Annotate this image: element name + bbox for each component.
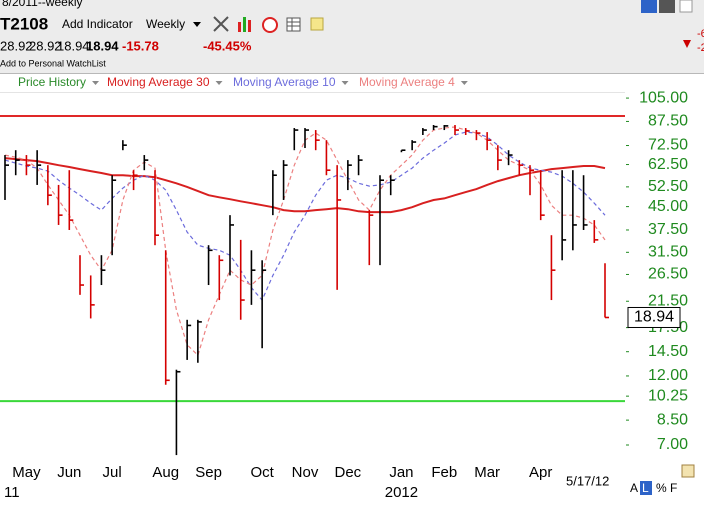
header-bg: [0, 0, 704, 74]
x-year-label: 2012: [385, 484, 418, 501]
toolbar-icons[interactable]: [213, 16, 324, 33]
moving-average: [4, 157, 606, 214]
y-tick-label: 21.50: [648, 292, 688, 309]
y-tick-label: 31.50: [648, 244, 688, 261]
x-tick-label: Jun: [57, 464, 81, 481]
add-indicator[interactable]: Add Indicator: [62, 17, 133, 31]
legend-bg: [0, 74, 625, 86]
x-year-label: 11: [4, 484, 20, 501]
last-price-box: [627, 306, 681, 328]
quote-value: 18.94: [86, 38, 119, 53]
y-tick-label: 105.00: [639, 89, 688, 106]
view-button: F: [670, 481, 677, 495]
quote-value: -15.78: [122, 38, 159, 53]
side-change-pct: -2: [697, 42, 704, 54]
quote-value: 18.94: [57, 38, 90, 53]
quote-value: -45.45%: [203, 38, 252, 53]
view-button: %: [656, 481, 667, 495]
x-tick-label: Mar: [474, 464, 500, 481]
last-price: 18.94: [634, 309, 674, 326]
x-tick-label: May: [12, 464, 41, 481]
y-tick-label: 62.50: [648, 156, 688, 173]
quote-value: 28.92: [29, 38, 62, 53]
legend-entry[interactable]: Price History: [18, 75, 86, 89]
y-tick-label: 12.00: [648, 367, 688, 384]
legend-entry[interactable]: Moving Average 10: [233, 75, 336, 89]
legend-dropdown[interactable]: [215, 81, 223, 85]
x-tick-label: Nov: [292, 464, 319, 481]
period-dropdown[interactable]: [193, 22, 201, 27]
legend-entry[interactable]: Moving Average 4: [359, 75, 455, 89]
legend-dropdown[interactable]: [460, 81, 468, 85]
x-tick-label: Sep: [195, 464, 222, 481]
x-tick-label: Aug: [152, 464, 179, 481]
legend-dropdown[interactable]: [341, 81, 349, 85]
last-date: 5/17/12: [566, 473, 609, 488]
x-tick-label: Apr: [529, 464, 552, 481]
moving-average: [4, 131, 606, 302]
period[interactable]: Weekly: [146, 17, 185, 31]
symbol[interactable]: T2108: [0, 14, 48, 33]
x-tick-label: Jul: [103, 464, 122, 481]
y-tick-label: 14.50: [648, 343, 688, 360]
y-tick-label: 7.00: [657, 436, 688, 453]
y-tick-label: 52.50: [648, 178, 688, 195]
legend-entry[interactable]: Moving Average 30: [107, 75, 210, 89]
x-tick-label: Feb: [431, 464, 457, 481]
quote-value: 28.92: [0, 38, 33, 53]
view-button: A: [630, 481, 638, 495]
watchlist-link[interactable]: Add to Personal WatchList: [0, 58, 106, 68]
x-tick-label: Oct: [250, 464, 274, 481]
x-tick-label: Jan: [389, 464, 413, 481]
edit-icon[interactable]: [681, 464, 695, 478]
window-buttons[interactable]: [641, 0, 693, 13]
caption: 8/2011--weekly: [2, 0, 82, 9]
y-tick-label: 10.25: [648, 387, 688, 404]
y-tick-label: 26.50: [648, 266, 688, 283]
side-change: -6: [697, 28, 704, 40]
button-active: [640, 481, 652, 495]
chart-bg: [0, 74, 704, 504]
y-tick-label: 87.50: [648, 113, 688, 130]
y-tick-label: 37.50: [648, 221, 688, 238]
y-tick-label: 45.00: [648, 198, 688, 215]
legend-dropdown[interactable]: [92, 81, 100, 85]
down-arrow: [683, 40, 691, 48]
y-tick-label: 72.50: [648, 137, 688, 154]
view-buttons[interactable]: A L% F: [630, 481, 677, 495]
x-tick-label: Dec: [335, 464, 362, 481]
view-button: L: [642, 481, 649, 495]
y-tick-label: 8.50: [657, 411, 688, 428]
